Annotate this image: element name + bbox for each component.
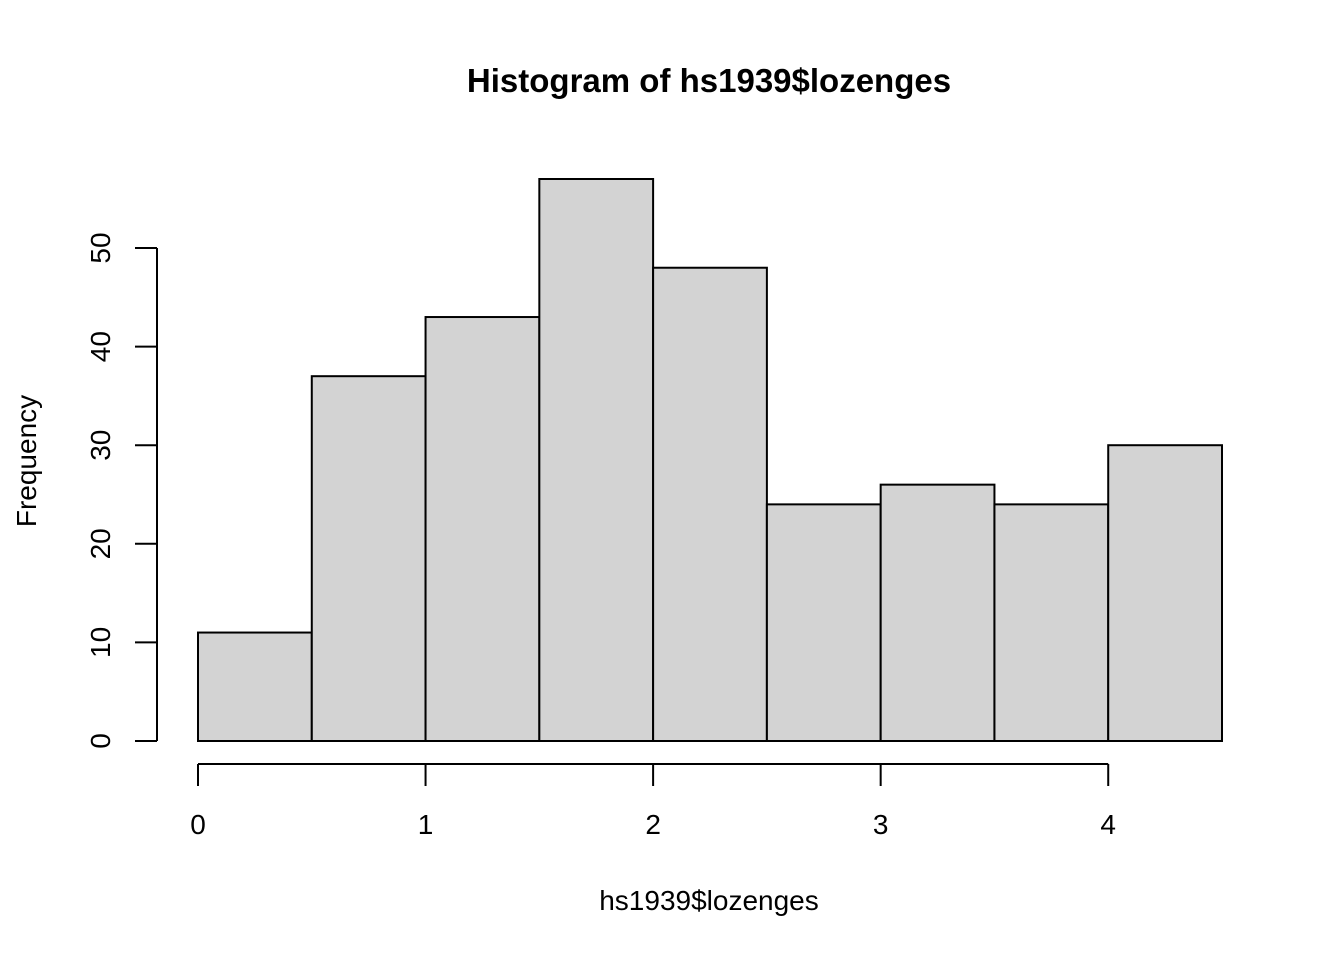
y-tick-label: 0 [85, 733, 116, 749]
y-tick-label: 50 [85, 232, 116, 263]
histogram-bar [424, 316, 541, 742]
y-tick-label: 10 [85, 627, 116, 658]
x-tick-label: 3 [873, 809, 889, 840]
histogram-bar [197, 631, 313, 743]
y-tick-label: 30 [85, 430, 116, 461]
histogram-bar [538, 178, 655, 742]
histogram-bar [765, 503, 882, 742]
bars-group [197, 178, 1223, 743]
y-tick-label: 20 [85, 528, 116, 559]
x-tick-label: 4 [1100, 809, 1116, 840]
histogram-bar [652, 266, 768, 742]
histogram-bar [1107, 444, 1223, 742]
x-axis: 0 1 2 3 4 [190, 763, 1116, 840]
histogram-bar [310, 375, 427, 742]
y-axis-label: Frequency [11, 395, 42, 527]
x-axis-label: hs1939$lozenges [599, 885, 819, 916]
histogram-bar [879, 483, 996, 742]
x-tick-label: 0 [190, 809, 206, 840]
chart-title: Histogram of hs1939$lozenges [467, 62, 951, 99]
y-tick-label: 40 [85, 331, 116, 362]
histogram-bar [993, 503, 1110, 742]
x-tick-label: 1 [418, 809, 434, 840]
y-axis: 0 10 20 30 40 50 [85, 232, 158, 749]
x-tick-label: 2 [645, 809, 661, 840]
